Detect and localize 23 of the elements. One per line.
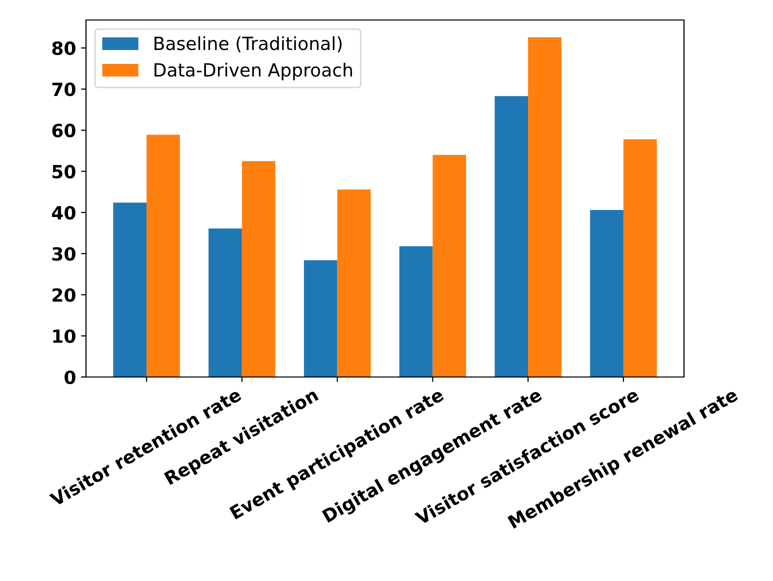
legend-label: Baseline (Traditional) bbox=[154, 36, 342, 52]
bar bbox=[242, 161, 276, 377]
bar bbox=[113, 202, 147, 377]
y-tick-label: 10 bbox=[53, 329, 76, 343]
y-tick-label: 0 bbox=[64, 370, 76, 384]
y-tick-label: 30 bbox=[52, 247, 76, 261]
bar bbox=[528, 37, 562, 377]
bar bbox=[623, 139, 657, 377]
y-tick-label: 60 bbox=[52, 124, 76, 138]
bar bbox=[432, 154, 466, 377]
y-tick-label: 20 bbox=[52, 288, 76, 302]
bar bbox=[304, 260, 338, 377]
y-tick-label: 70 bbox=[52, 82, 76, 96]
y-tick-label: 40 bbox=[52, 206, 76, 220]
bar bbox=[146, 134, 180, 377]
y-tick-label: 50 bbox=[52, 164, 76, 178]
bar bbox=[337, 189, 371, 377]
bar bbox=[494, 96, 528, 377]
bar bbox=[399, 246, 433, 377]
bar bbox=[208, 228, 242, 377]
y-tick-label: 80 bbox=[52, 41, 76, 56]
bar bbox=[590, 210, 624, 377]
legend-label: Data-Driven Approach bbox=[154, 62, 352, 80]
